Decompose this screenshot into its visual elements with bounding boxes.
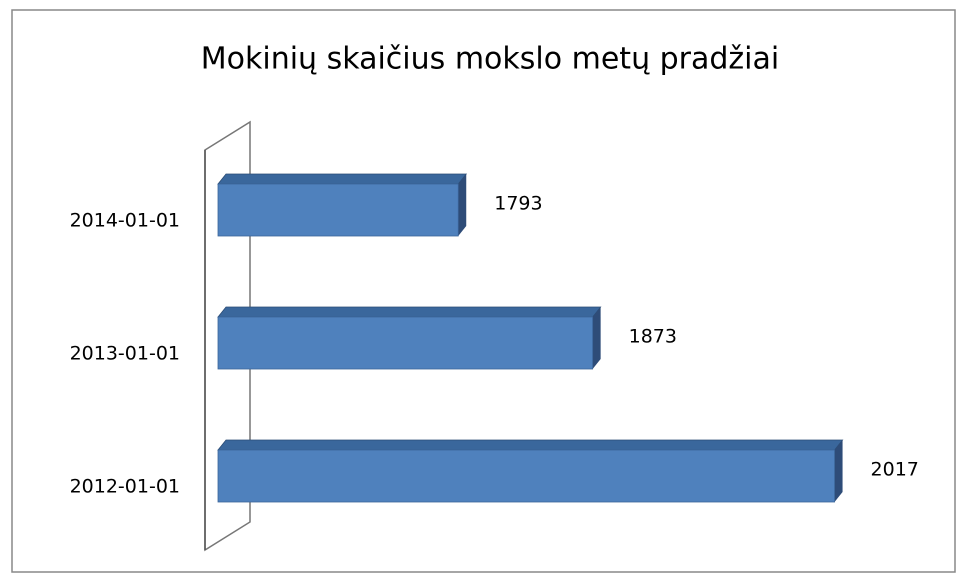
bar — [217, 183, 459, 237]
bar — [217, 449, 835, 503]
bar-side — [834, 440, 843, 502]
bar — [217, 316, 594, 370]
chart-title: Mokinių skaičius mokslo metų pradžiai — [201, 42, 779, 77]
bar-top — [217, 306, 602, 318]
y-tick-label: 2014-01-01 — [70, 210, 180, 232]
bar-side — [458, 174, 467, 236]
value-label: 2017 — [871, 459, 919, 481]
bar-top — [217, 439, 844, 451]
value-label: 1873 — [629, 326, 677, 348]
bar-side — [592, 307, 601, 369]
y-tick-label: 2012-01-01 — [70, 476, 180, 498]
bar-top — [217, 173, 468, 185]
value-label: 1793 — [494, 193, 542, 215]
y-tick-label: 2013-01-01 — [70, 343, 180, 365]
